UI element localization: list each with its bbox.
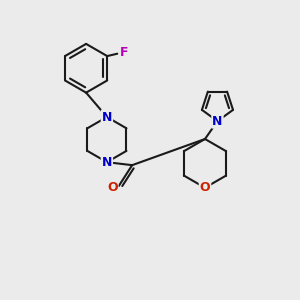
Text: O: O <box>200 181 210 194</box>
Text: O: O <box>107 181 118 194</box>
Text: N: N <box>102 110 112 124</box>
Text: F: F <box>120 46 128 59</box>
Text: N: N <box>212 115 223 128</box>
Text: N: N <box>102 156 112 169</box>
